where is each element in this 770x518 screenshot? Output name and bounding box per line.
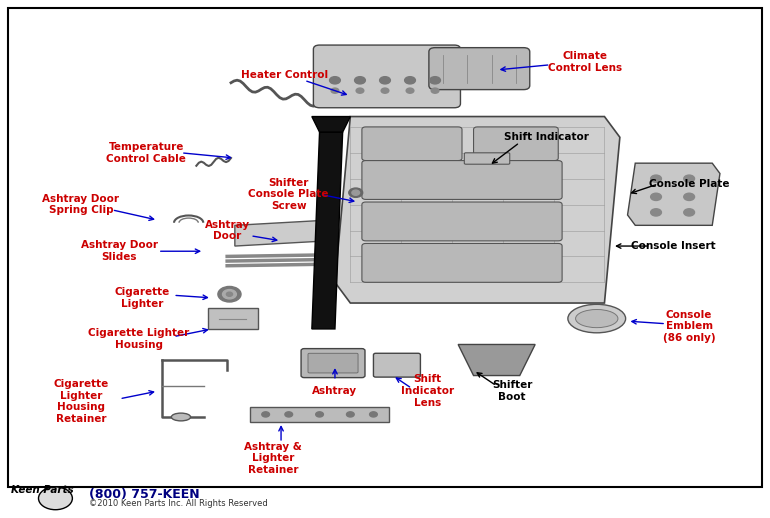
Polygon shape — [312, 117, 350, 132]
Text: Cigarette Lighter
Housing: Cigarette Lighter Housing — [88, 328, 189, 350]
Text: ©2010 Keen Parts Inc. All Rights Reserved: ©2010 Keen Parts Inc. All Rights Reserve… — [89, 499, 267, 508]
Text: Ashtray Door
Spring Clip: Ashtray Door Spring Clip — [42, 194, 119, 215]
Polygon shape — [208, 308, 258, 329]
Polygon shape — [235, 220, 327, 246]
Circle shape — [285, 412, 293, 417]
Circle shape — [346, 412, 354, 417]
FancyBboxPatch shape — [362, 127, 462, 161]
Text: Shifter
Boot: Shifter Boot — [492, 380, 532, 402]
FancyBboxPatch shape — [362, 202, 562, 241]
Circle shape — [684, 175, 695, 182]
Circle shape — [349, 188, 363, 197]
Circle shape — [356, 88, 363, 93]
Ellipse shape — [568, 305, 625, 333]
FancyBboxPatch shape — [313, 45, 460, 108]
Circle shape — [226, 292, 233, 296]
Text: Shifter
Console Plate
Screw: Shifter Console Plate Screw — [249, 178, 329, 211]
Text: Ashtray &
Lighter
Retainer: Ashtray & Lighter Retainer — [244, 442, 302, 475]
Text: Shift
Indicator
Lens: Shift Indicator Lens — [401, 375, 454, 408]
Circle shape — [352, 190, 360, 195]
Text: Console
Emblem
(86 only): Console Emblem (86 only) — [663, 310, 715, 343]
Text: Keen Parts: Keen Parts — [11, 484, 74, 495]
FancyBboxPatch shape — [308, 353, 358, 373]
Circle shape — [381, 88, 389, 93]
Circle shape — [354, 77, 366, 84]
Circle shape — [407, 88, 414, 93]
Circle shape — [380, 77, 390, 84]
Circle shape — [651, 193, 661, 200]
Text: Temperature
Control Cable: Temperature Control Cable — [106, 142, 186, 164]
Text: Climate
Control Lens: Climate Control Lens — [548, 51, 622, 73]
Text: Ashtray Door
Slides: Ashtray Door Slides — [81, 240, 158, 262]
Ellipse shape — [576, 310, 618, 328]
Circle shape — [331, 88, 339, 93]
Circle shape — [316, 412, 323, 417]
Circle shape — [651, 209, 661, 216]
Text: Cigarette
Lighter: Cigarette Lighter — [115, 287, 170, 309]
FancyBboxPatch shape — [8, 8, 762, 487]
Text: (800) 757-KEEN: (800) 757-KEEN — [89, 487, 199, 501]
Circle shape — [684, 193, 695, 200]
Ellipse shape — [171, 413, 191, 421]
FancyBboxPatch shape — [429, 48, 530, 90]
FancyBboxPatch shape — [464, 153, 510, 164]
Polygon shape — [335, 117, 620, 303]
Circle shape — [218, 286, 241, 302]
Circle shape — [684, 209, 695, 216]
Circle shape — [370, 412, 377, 417]
Circle shape — [405, 77, 416, 84]
Text: Console Plate: Console Plate — [649, 179, 729, 189]
Circle shape — [431, 88, 439, 93]
Circle shape — [330, 77, 340, 84]
Polygon shape — [458, 344, 535, 376]
Text: Console Insert: Console Insert — [631, 241, 716, 251]
FancyBboxPatch shape — [362, 161, 562, 199]
Text: Heater Control: Heater Control — [241, 70, 329, 80]
Polygon shape — [628, 163, 720, 225]
Text: Cigarette
Lighter
Housing
Retainer: Cigarette Lighter Housing Retainer — [53, 379, 109, 424]
FancyBboxPatch shape — [373, 353, 420, 377]
FancyBboxPatch shape — [362, 243, 562, 282]
Circle shape — [262, 412, 270, 417]
Polygon shape — [250, 407, 389, 422]
FancyBboxPatch shape — [474, 127, 558, 161]
Text: Ashtray: Ashtray — [313, 386, 357, 396]
Text: Ashtray
Door: Ashtray Door — [205, 220, 249, 241]
Circle shape — [430, 77, 440, 84]
Circle shape — [651, 175, 661, 182]
Circle shape — [38, 487, 72, 510]
FancyBboxPatch shape — [301, 349, 365, 378]
Circle shape — [223, 290, 236, 299]
Text: Shift Indicator: Shift Indicator — [504, 132, 589, 142]
Polygon shape — [312, 132, 343, 329]
